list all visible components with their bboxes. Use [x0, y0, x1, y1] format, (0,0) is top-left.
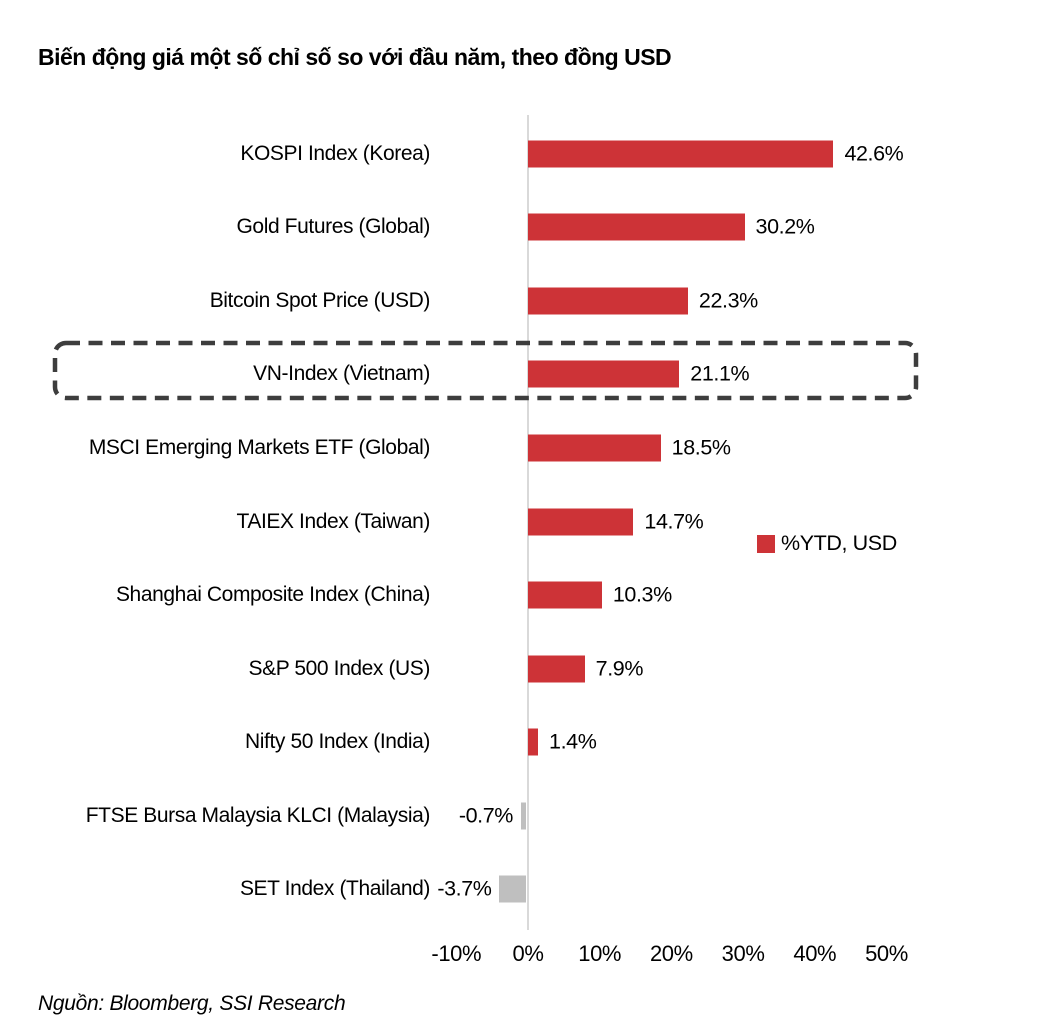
- bar-row: Gold Futures (Global) 30.2%: [0, 191, 1054, 265]
- x-axis-tick-label: -10%: [431, 941, 482, 966]
- x-axis-tick-label: 10%: [578, 941, 622, 966]
- category-label: Nifty 50 Index (India): [245, 730, 430, 754]
- category-label: TAIEX Index (Taiwan): [236, 509, 430, 533]
- bar: [528, 213, 745, 241]
- x-axis-tick-label: 20%: [649, 941, 693, 966]
- category-label: Bitcoin Spot Price (USD): [209, 288, 431, 312]
- legend-label: %YTD, USD: [781, 531, 897, 555]
- bar: [520, 802, 526, 830]
- bar: [528, 728, 539, 756]
- category-label: VN-Index (Vietnam): [253, 362, 430, 386]
- value-label: -3.7%: [437, 876, 492, 901]
- category-label: Gold Futures (Global): [236, 215, 430, 239]
- bar-row: TAIEX Index (Taiwan) 14.7%: [0, 485, 1054, 559]
- bar: [528, 581, 602, 609]
- bar: [528, 360, 680, 388]
- value-label: 21.1%: [690, 361, 750, 386]
- category-label: Shanghai Composite Index (China): [115, 583, 430, 607]
- bar-row: Nifty 50 Index (India) 1.4%: [0, 705, 1054, 779]
- x-axis-tick-label: 0%: [512, 941, 544, 966]
- value-label: 10.3%: [612, 582, 672, 607]
- bar: [528, 434, 661, 462]
- value-label: 1.4%: [549, 729, 597, 754]
- bar-row: VN-Index (Vietnam) 21.1%: [0, 338, 1054, 412]
- legend-swatch-icon: [757, 534, 775, 553]
- x-axis-tick-label: 40%: [793, 941, 837, 966]
- bar: [528, 508, 634, 536]
- x-axis-tick-label: 50%: [865, 941, 908, 966]
- category-label: SET Index (Thailand): [239, 877, 430, 901]
- legend: %YTD, USD: [757, 531, 897, 556]
- value-label: 22.3%: [698, 288, 758, 313]
- bar-row: S&P 500 Index (US) 7.9%: [0, 632, 1054, 706]
- bar-row: KOSPI Index (Korea) 42.6%: [0, 117, 1054, 191]
- value-label: 7.9%: [595, 656, 644, 681]
- value-label: 42.6%: [844, 141, 904, 166]
- source-note: Nguồn: Bloomberg, SSI Research: [38, 992, 346, 1015]
- chart-title: Biến động giá một số chỉ số so với đầu n…: [38, 44, 672, 70]
- category-label: FTSE Bursa Malaysia KLCI (Malaysia): [85, 803, 431, 827]
- category-label: MSCI Emerging Markets ETF (Global): [88, 435, 431, 459]
- bar-row: MSCI Emerging Markets ETF (Global) 18.5%: [0, 411, 1054, 485]
- value-label: 30.2%: [755, 214, 815, 239]
- bar-row: FTSE Bursa Malaysia KLCI (Malaysia) -0.7%: [0, 779, 1054, 853]
- bar-row: Shanghai Composite Index (China) 10.3%: [0, 558, 1054, 632]
- bar-row: Bitcoin Spot Price (USD) 22.3%: [0, 264, 1054, 338]
- x-axis-tick-label: 30%: [721, 941, 765, 966]
- value-label: 14.7%: [644, 509, 704, 534]
- bar: [528, 287, 688, 315]
- value-label: 18.5%: [671, 435, 731, 460]
- bar: [528, 140, 834, 168]
- value-label: -0.7%: [458, 803, 514, 828]
- bar: [499, 875, 526, 903]
- category-label: KOSPI Index (Korea): [240, 141, 430, 165]
- bar: [528, 655, 585, 683]
- category-label: S&P 500 Index (US): [248, 656, 430, 680]
- bar-row: SET Index (Thailand) -3.7%: [0, 853, 1054, 927]
